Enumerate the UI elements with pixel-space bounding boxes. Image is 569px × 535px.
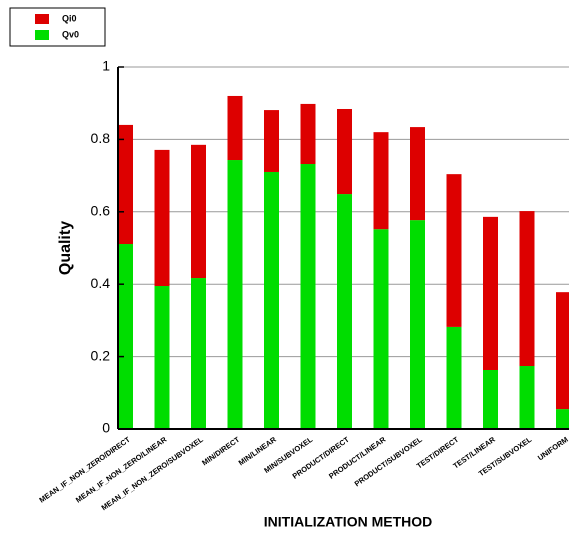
bar-segment <box>373 229 389 429</box>
bar-segment <box>300 164 316 430</box>
y-tick-label: 1 <box>102 58 110 74</box>
y-tick-label: 0.2 <box>91 347 111 363</box>
bar-segment <box>264 110 279 172</box>
legend-swatch <box>35 30 49 40</box>
bar-segment <box>227 95 243 161</box>
bar-segment <box>154 149 170 287</box>
y-tick-label: 0.4 <box>91 275 111 291</box>
bar-segment <box>300 103 316 165</box>
legend-label: Qv0 <box>62 29 79 39</box>
bar-segment <box>227 160 243 429</box>
legend-swatch <box>35 14 49 24</box>
y-axis-title: Quality <box>57 221 74 275</box>
bar-segment <box>556 292 569 410</box>
bar-segment <box>519 211 535 367</box>
bar-segment <box>191 144 206 279</box>
x-tick-label: PRODUCT/SUBVOXEL <box>353 435 424 489</box>
x-tick-label: MIN/DIRECT <box>200 435 241 468</box>
bars <box>118 95 569 430</box>
bar-segment <box>446 174 462 327</box>
legend-box <box>9 7 106 47</box>
y-tick-label: 0 <box>102 420 110 436</box>
bar-segment <box>483 216 498 370</box>
bar-segment <box>118 124 133 245</box>
bar-segment <box>410 220 425 429</box>
bar-segment <box>519 366 535 429</box>
x-axis-title: INITIALIZATION METHOD <box>264 514 433 530</box>
y-tick-label: 0.6 <box>91 203 111 219</box>
bar-segment <box>556 409 569 429</box>
bar-segment <box>154 286 170 429</box>
bar-segment <box>446 326 462 429</box>
bar-segment <box>264 171 279 430</box>
bar-segment <box>337 194 352 429</box>
y-tick-label: 0.8 <box>91 130 111 146</box>
bar-segment <box>191 278 206 429</box>
x-tick-label: UNIFORM <box>536 435 569 462</box>
bar-segment <box>483 369 498 429</box>
bar-segment <box>118 244 133 429</box>
legend-label: Qi0 <box>62 13 77 23</box>
bar-segment <box>410 127 425 221</box>
bar-segment <box>337 108 352 195</box>
bar-segment <box>373 132 389 230</box>
